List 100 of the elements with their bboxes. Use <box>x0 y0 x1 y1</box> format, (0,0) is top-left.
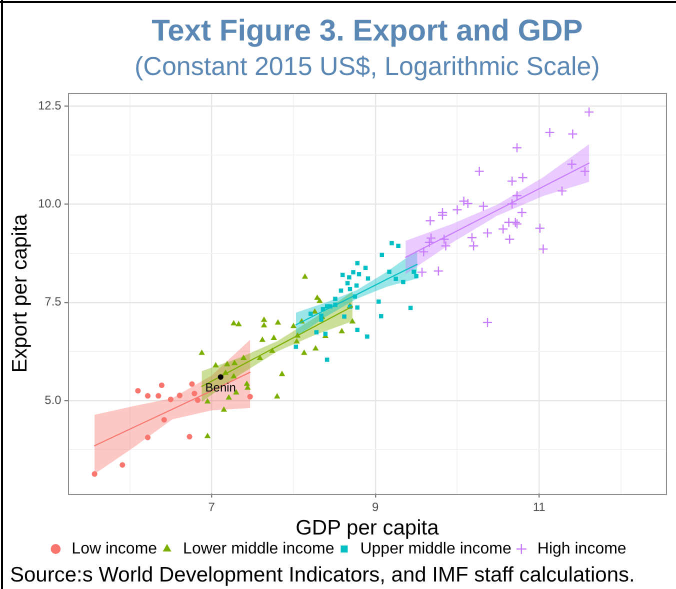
point <box>390 241 394 246</box>
point <box>212 362 219 368</box>
point <box>260 322 268 328</box>
point <box>144 434 151 440</box>
point <box>189 381 195 387</box>
point <box>538 244 548 254</box>
point <box>478 201 489 212</box>
point <box>192 390 198 396</box>
point <box>312 345 319 351</box>
point <box>568 128 578 140</box>
legend-label: High income <box>537 540 626 558</box>
point <box>218 374 224 380</box>
point <box>270 334 277 340</box>
x-tick-label: 7 <box>208 500 216 514</box>
point <box>198 349 205 355</box>
point <box>544 127 555 138</box>
point <box>424 237 434 248</box>
point <box>176 392 182 398</box>
point <box>425 216 436 226</box>
x-tick-label: 9 <box>372 500 380 514</box>
point <box>269 348 276 353</box>
point <box>144 393 151 399</box>
point <box>319 318 324 322</box>
point <box>316 298 323 304</box>
point <box>356 272 362 276</box>
point <box>387 270 392 274</box>
point <box>351 270 356 274</box>
point <box>349 318 356 324</box>
point <box>396 244 400 248</box>
x-tick-label: 11 <box>532 500 546 514</box>
point <box>135 388 141 394</box>
point <box>482 317 493 328</box>
point <box>230 320 237 326</box>
point <box>290 322 297 328</box>
point <box>168 396 174 402</box>
point <box>247 394 253 400</box>
point <box>474 166 484 176</box>
x-axis-title: GDP per capita <box>296 516 440 540</box>
point <box>433 266 444 276</box>
point <box>230 373 237 378</box>
point <box>161 417 167 423</box>
point <box>365 334 370 339</box>
point <box>378 314 384 318</box>
chart-title: Text Figure 3. Export and GDP <box>152 14 583 48</box>
y-tick-label: 12.5 <box>38 98 62 112</box>
point <box>345 281 350 286</box>
point <box>224 360 230 366</box>
point <box>466 232 478 243</box>
point <box>260 316 268 322</box>
point <box>256 354 264 360</box>
point <box>516 207 528 218</box>
point <box>452 204 462 215</box>
point <box>504 217 514 228</box>
y-tick-label: 10.0 <box>38 196 62 211</box>
point <box>220 406 228 412</box>
point <box>440 240 451 251</box>
point <box>506 198 518 209</box>
point <box>414 274 418 278</box>
point <box>534 223 546 234</box>
point <box>355 328 360 332</box>
point <box>566 159 577 170</box>
point <box>512 142 522 153</box>
y-axis-title: Export per capita <box>8 214 32 373</box>
point <box>120 462 126 468</box>
point <box>231 360 238 366</box>
point <box>468 240 479 251</box>
chart-subtitle: (Constant 2015 US$, Logarithmic Scale) <box>134 50 600 81</box>
point <box>92 471 98 477</box>
point <box>342 314 346 319</box>
point <box>347 275 352 280</box>
point <box>580 166 590 176</box>
point <box>498 224 508 234</box>
point <box>584 106 594 118</box>
point <box>259 336 266 342</box>
point <box>186 434 192 440</box>
point <box>338 328 345 334</box>
point <box>401 280 406 284</box>
point <box>437 210 448 220</box>
point <box>556 186 568 196</box>
point <box>512 190 522 201</box>
y-tick-label: 5.0 <box>44 392 62 407</box>
point <box>482 228 493 238</box>
point <box>294 344 298 349</box>
point <box>301 349 308 355</box>
point <box>355 305 360 310</box>
point <box>244 380 250 386</box>
legend-label: Upper middle income <box>360 540 512 558</box>
point <box>278 370 286 376</box>
point <box>302 273 308 279</box>
point <box>418 246 429 257</box>
point <box>274 393 280 398</box>
point <box>324 358 330 362</box>
point <box>204 398 211 404</box>
point <box>314 330 319 334</box>
point <box>394 276 398 281</box>
point <box>416 267 428 278</box>
y-tick-label: 7.5 <box>44 294 62 309</box>
point <box>194 397 201 403</box>
point <box>294 338 300 344</box>
point <box>458 196 469 206</box>
